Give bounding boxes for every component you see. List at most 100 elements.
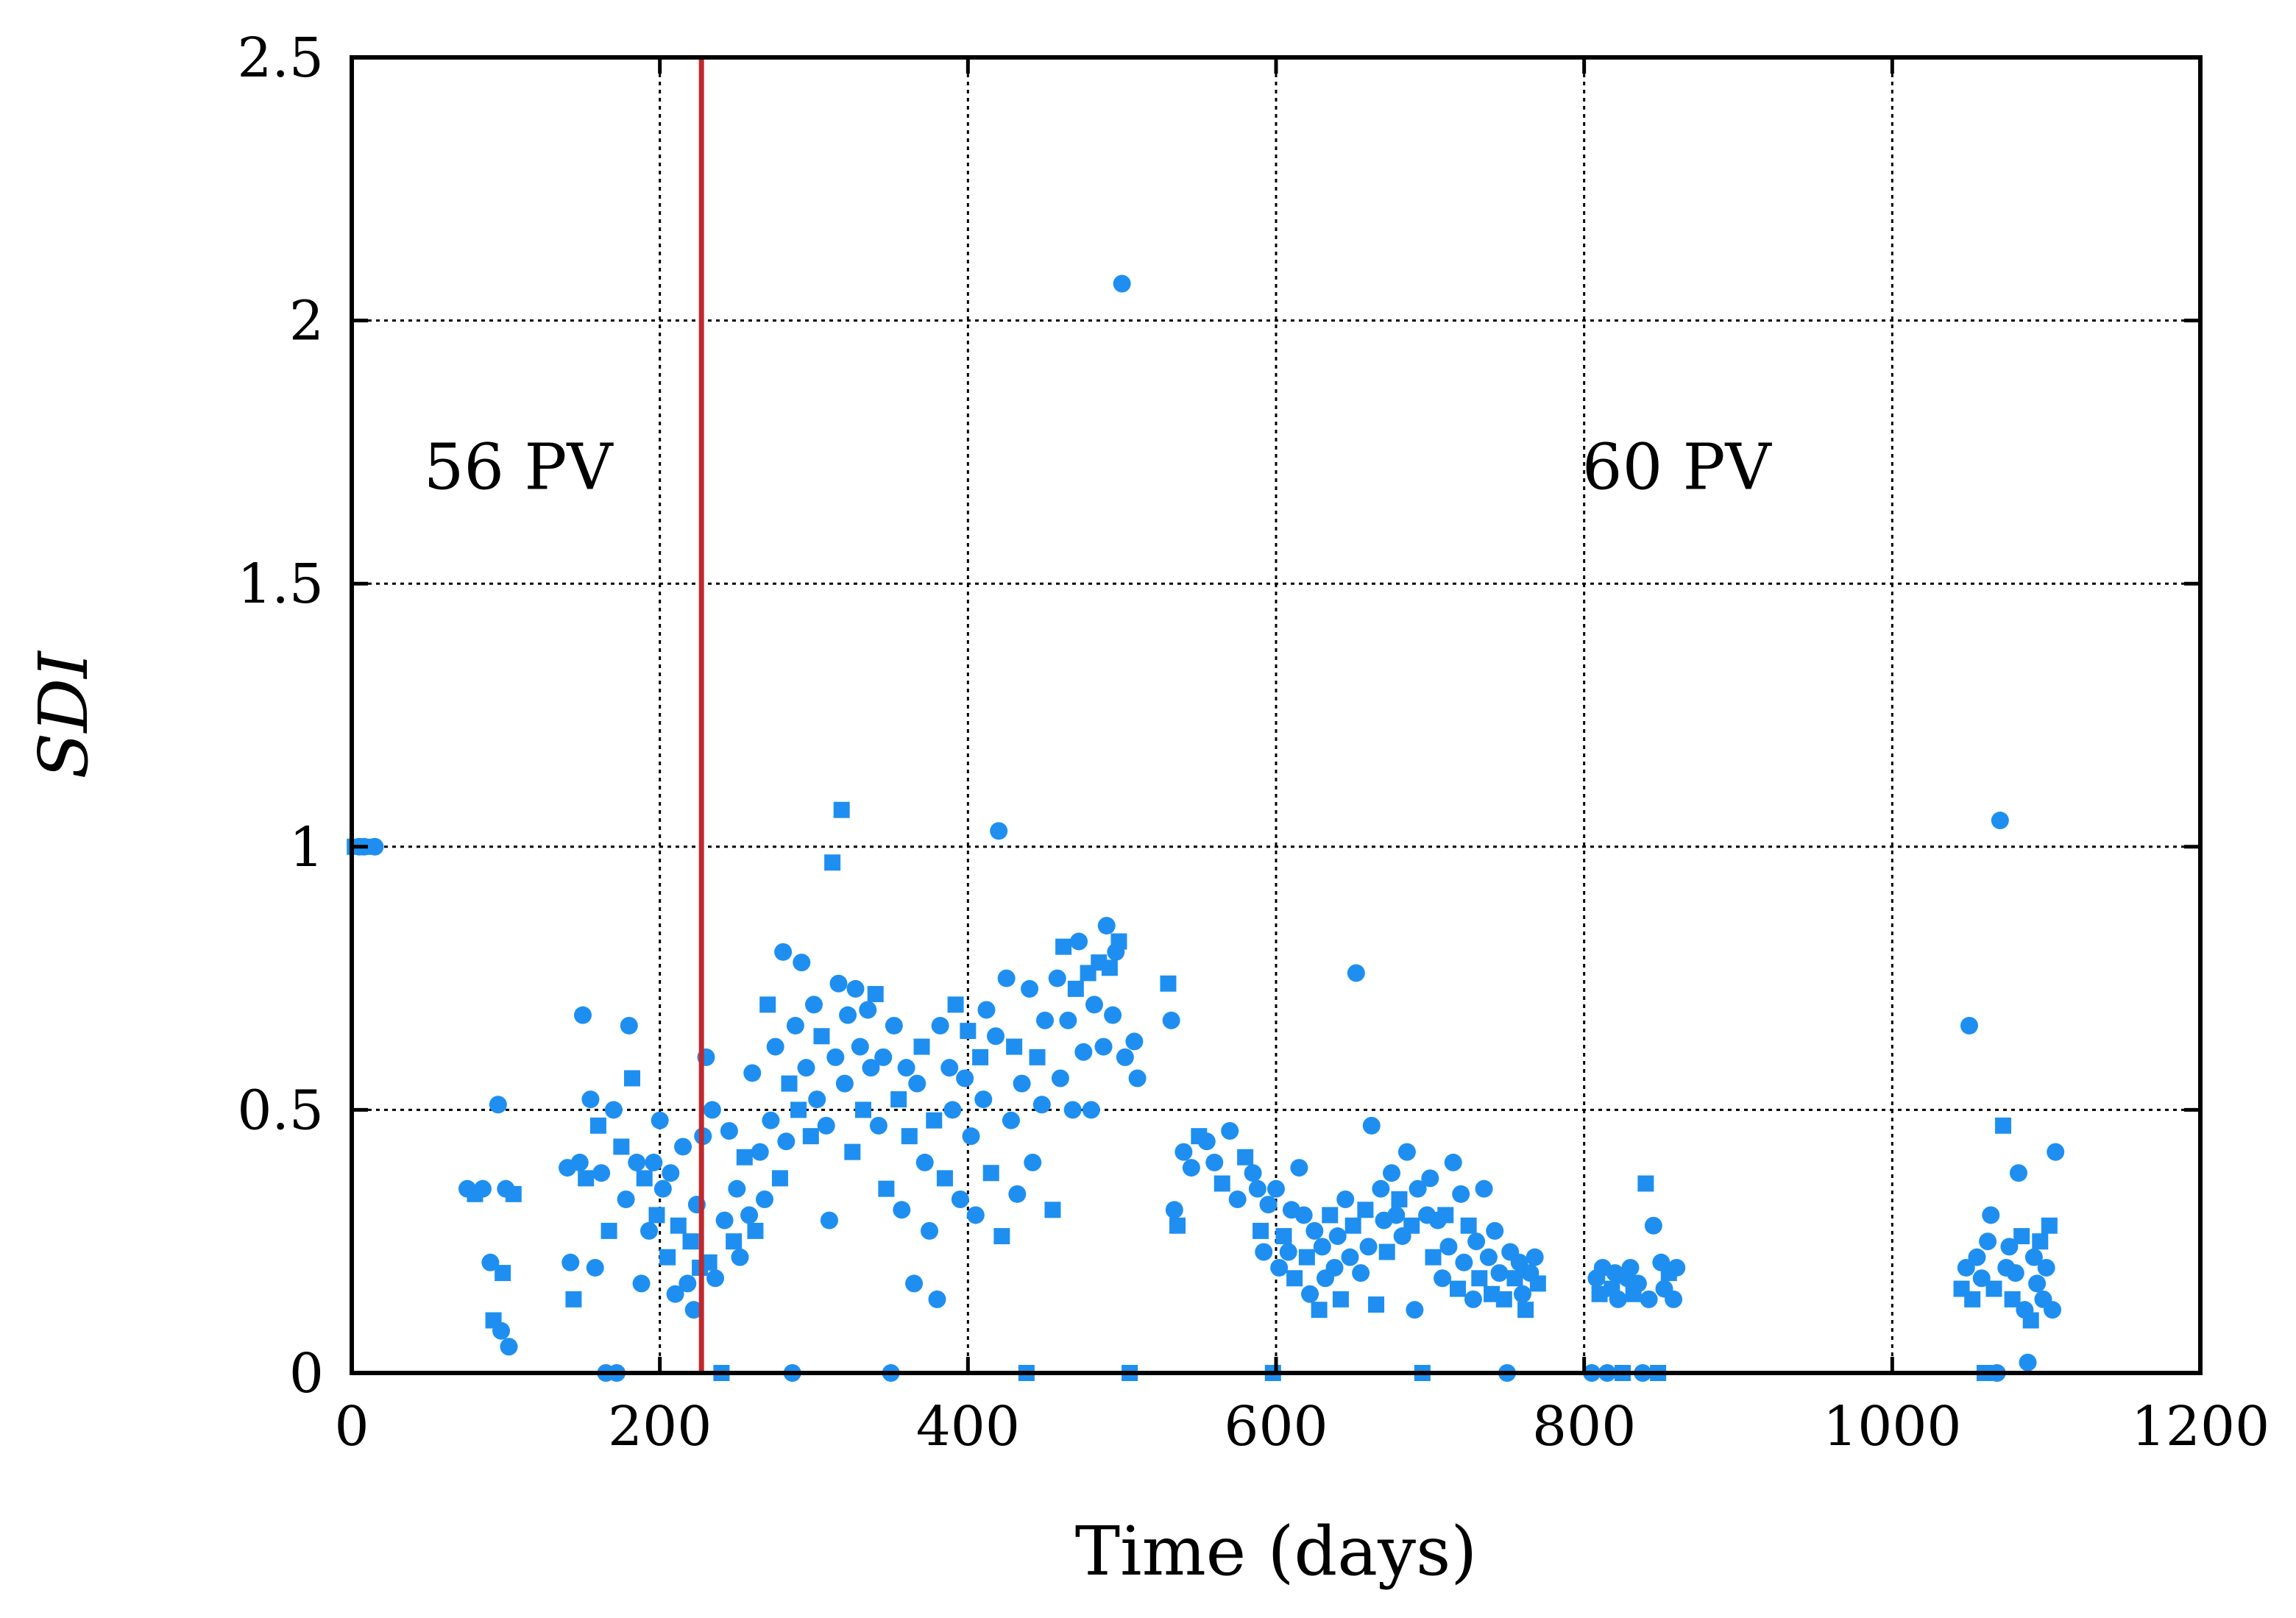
- data-point: [1397, 1143, 1416, 1161]
- data-point: [1237, 1149, 1254, 1165]
- data-point: [797, 1059, 815, 1077]
- grid-lines: [352, 57, 2200, 1373]
- data-point: [1960, 1016, 1978, 1035]
- x-tick-label: 200: [608, 1395, 712, 1458]
- data-point: [1409, 1179, 1427, 1198]
- data-point: [1294, 1206, 1313, 1224]
- data-point: [771, 1170, 788, 1187]
- data-point: [2047, 1143, 2065, 1161]
- data-point: [2028, 1274, 2047, 1293]
- data-point: [1467, 1232, 1486, 1251]
- annotation-60pv: 60 PV: [1582, 430, 1773, 504]
- data-point: [492, 1321, 511, 1340]
- data-point: [1094, 1037, 1113, 1056]
- data-point: [659, 1249, 676, 1266]
- y-tick-label: 2.5: [237, 26, 324, 90]
- data-point: [1267, 1179, 1285, 1198]
- data-point: [703, 1101, 721, 1119]
- data-point: [2019, 1353, 2037, 1372]
- data-point: [1182, 1159, 1200, 1177]
- data-point: [1368, 1296, 1385, 1313]
- data-point: [759, 996, 776, 1013]
- data-point: [826, 1048, 845, 1066]
- data-point: [1024, 1153, 1042, 1171]
- data-point: [1471, 1270, 1488, 1287]
- data-point: [940, 1059, 959, 1077]
- data-point: [1322, 1207, 1339, 1224]
- data-point: [956, 1069, 974, 1087]
- data-point: [901, 1128, 918, 1145]
- data-point: [1259, 1196, 1278, 1214]
- data-point: [684, 1301, 703, 1319]
- data-point: [1248, 1179, 1266, 1198]
- data-point: [1006, 1038, 1023, 1055]
- data-point: [1032, 1096, 1051, 1114]
- data-point: [1668, 1258, 1686, 1277]
- data-point: [1979, 1232, 1997, 1251]
- data-point: [790, 1101, 807, 1118]
- data-point: [947, 996, 964, 1013]
- data-point: [505, 1185, 522, 1202]
- y-axis-title: SDI: [24, 650, 103, 779]
- data-point: [1286, 1270, 1303, 1287]
- data-point: [781, 1075, 798, 1092]
- data-point: [682, 1233, 699, 1250]
- data-point: [829, 974, 848, 993]
- data-point: [1591, 1285, 1608, 1302]
- data-point: [905, 1274, 924, 1293]
- data-point: [931, 1016, 949, 1035]
- data-point: [1325, 1258, 1344, 1277]
- data-point: [1517, 1302, 1534, 1319]
- data-point: [1165, 1201, 1183, 1219]
- data-point: [1205, 1153, 1224, 1171]
- data-point: [1301, 1285, 1319, 1303]
- data-point: [495, 1265, 511, 1282]
- data-point: [1665, 1290, 1683, 1308]
- data-point: [1336, 1190, 1355, 1208]
- data-point: [600, 1222, 617, 1239]
- data-point: [701, 1254, 718, 1271]
- data-point: [966, 1206, 985, 1224]
- data-point: [1403, 1217, 1420, 1234]
- data-point: [743, 1064, 762, 1082]
- y-tick-label: 2: [289, 290, 324, 353]
- data-point: [1279, 1243, 1297, 1261]
- data-point: [854, 1101, 871, 1118]
- data-point: [720, 1122, 738, 1140]
- data-point: [2009, 1164, 2027, 1182]
- data-point: [897, 1059, 915, 1077]
- data-point: [1490, 1264, 1509, 1282]
- data-point: [1290, 1159, 1308, 1177]
- data-point: [1063, 1101, 1082, 1119]
- data-point: [561, 1253, 580, 1271]
- data-point: [1529, 1275, 1546, 1292]
- data-point: [1021, 979, 1039, 998]
- data-point: [862, 1059, 880, 1077]
- data-point: [1460, 1217, 1477, 1234]
- data-point: [1452, 1185, 1470, 1203]
- data-point: [728, 1179, 746, 1198]
- data-point: [762, 1111, 780, 1129]
- data-point: [766, 1037, 784, 1056]
- data-point: [1197, 1132, 1216, 1151]
- data-point: [1434, 1269, 1452, 1288]
- data-point: [1475, 1179, 1493, 1198]
- data-point: [706, 1269, 725, 1288]
- data-point: [1421, 1169, 1439, 1188]
- data-point: [833, 801, 850, 818]
- data-point: [726, 1233, 743, 1250]
- data-point: [1352, 1264, 1370, 1282]
- data-point: [867, 986, 884, 1003]
- x-tick-label: 600: [1224, 1395, 1328, 1458]
- y-tick-label: 0.5: [237, 1079, 324, 1142]
- data-point: [839, 1006, 857, 1024]
- data-point: [1059, 1011, 1077, 1029]
- x-tick-label: 0: [334, 1395, 369, 1458]
- data-point: [756, 1190, 774, 1208]
- data-point: [1328, 1227, 1347, 1246]
- data-point: [820, 1211, 838, 1230]
- data-point: [1378, 1243, 1395, 1260]
- data-point: [1252, 1222, 1269, 1239]
- data-point: [489, 1096, 507, 1114]
